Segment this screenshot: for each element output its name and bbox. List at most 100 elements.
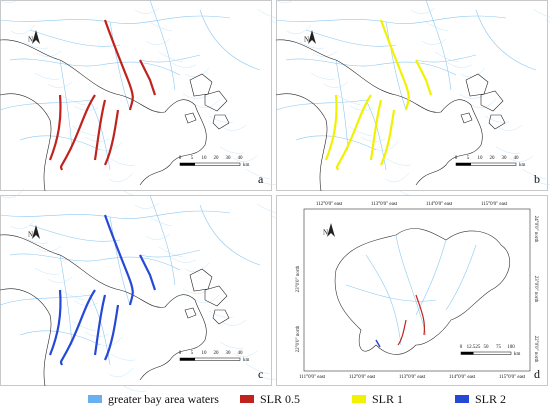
scale-label: 30	[226, 156, 232, 161]
river	[245, 168, 271, 180]
lon-label: 111°0'0" east	[299, 375, 326, 380]
scale-unit: km	[243, 358, 250, 363]
scale-bar	[180, 163, 195, 166]
panel-frame	[0, 0, 272, 191]
river	[71, 125, 97, 137]
scale-bar	[456, 163, 471, 166]
scale-label: 100	[507, 345, 515, 350]
slr-area	[415, 59, 433, 96]
river	[23, 236, 49, 244]
river	[0, 188, 25, 199]
lon-label: 113°0'0" east	[399, 375, 426, 380]
river	[221, 319, 247, 326]
scale-label: 75	[496, 345, 502, 350]
island	[189, 268, 213, 292]
river	[532, 8, 550, 18]
river	[365, 99, 387, 171]
river	[305, 29, 397, 47]
river	[23, 41, 49, 49]
lon-label: 114°0'0" east	[449, 375, 476, 380]
island	[460, 112, 473, 124]
lat-label: 24°0'0" north	[533, 216, 538, 243]
river	[199, 204, 261, 266]
scale-label: 30	[502, 156, 508, 161]
river	[145, 38, 171, 45]
coastline	[275, 93, 328, 192]
river	[195, 293, 221, 304]
scale-label: 10	[202, 156, 208, 161]
slr-area	[59, 94, 96, 171]
river	[208, 115, 234, 123]
river	[221, 124, 247, 131]
river	[312, 50, 338, 57]
coastline	[0, 288, 52, 387]
slr-area	[93, 99, 107, 161]
river	[534, 179, 550, 185]
island	[184, 307, 197, 319]
river	[199, 9, 261, 71]
panel-frame	[0, 195, 272, 386]
river	[109, 21, 131, 111]
coastline	[0, 234, 207, 381]
lon-label: 113°0'0" east	[371, 202, 398, 207]
river	[495, 146, 521, 154]
slr-area	[59, 289, 96, 366]
scale-bar	[461, 352, 474, 355]
scale-label: 0	[179, 351, 182, 356]
north-arrow	[32, 30, 40, 44]
slr-area	[48, 289, 62, 356]
river	[0, 294, 91, 306]
river	[0, 0, 18, 4]
island	[204, 285, 228, 307]
map-panel: N 0 5 10 20 30 40 km a	[0, 0, 295, 197]
map-frame	[303, 208, 531, 372]
slr-area	[104, 109, 120, 166]
river	[347, 125, 373, 137]
lat-label: 22°0'0" north	[533, 336, 538, 363]
river	[121, 384, 147, 392]
scale-unit: km	[243, 163, 250, 168]
north-arrow	[327, 223, 335, 237]
north-arrow	[32, 225, 40, 239]
river	[149, 0, 176, 91]
island	[488, 114, 506, 130]
slr-area	[379, 19, 410, 111]
river	[9, 253, 181, 271]
river	[147, 20, 173, 32]
river	[423, 20, 449, 32]
river	[484, 115, 510, 123]
slr-area	[335, 94, 372, 171]
coastline	[0, 39, 207, 186]
island	[189, 73, 213, 97]
river	[139, 54, 201, 63]
slr-area	[375, 339, 381, 348]
river	[425, 0, 452, 91]
river	[89, 99, 111, 171]
panel-label: d	[534, 367, 540, 381]
river	[110, 353, 136, 361]
scale-label: 40	[514, 156, 520, 161]
river	[36, 245, 62, 252]
scale-label: 10	[202, 351, 208, 356]
river	[335, 59, 349, 151]
river	[60, 289, 86, 301]
river	[285, 58, 457, 76]
scale-label: 20	[214, 156, 220, 161]
slr-area	[104, 304, 120, 361]
river	[139, 249, 201, 258]
lon-label: 112°0'0" east	[316, 202, 343, 207]
legend-label: SLR 0.5	[260, 392, 300, 406]
panel-label: c	[258, 367, 263, 381]
river	[134, 7, 160, 14]
panel-label: b	[534, 172, 540, 186]
river	[195, 98, 221, 109]
slr-area	[397, 294, 426, 346]
river	[421, 38, 447, 45]
river	[89, 294, 111, 366]
river	[134, 202, 160, 209]
river	[29, 224, 121, 242]
lon-label: 115°0'0" east	[481, 202, 508, 207]
lat-label: 22°0'0" north	[296, 325, 301, 352]
river	[71, 320, 97, 332]
